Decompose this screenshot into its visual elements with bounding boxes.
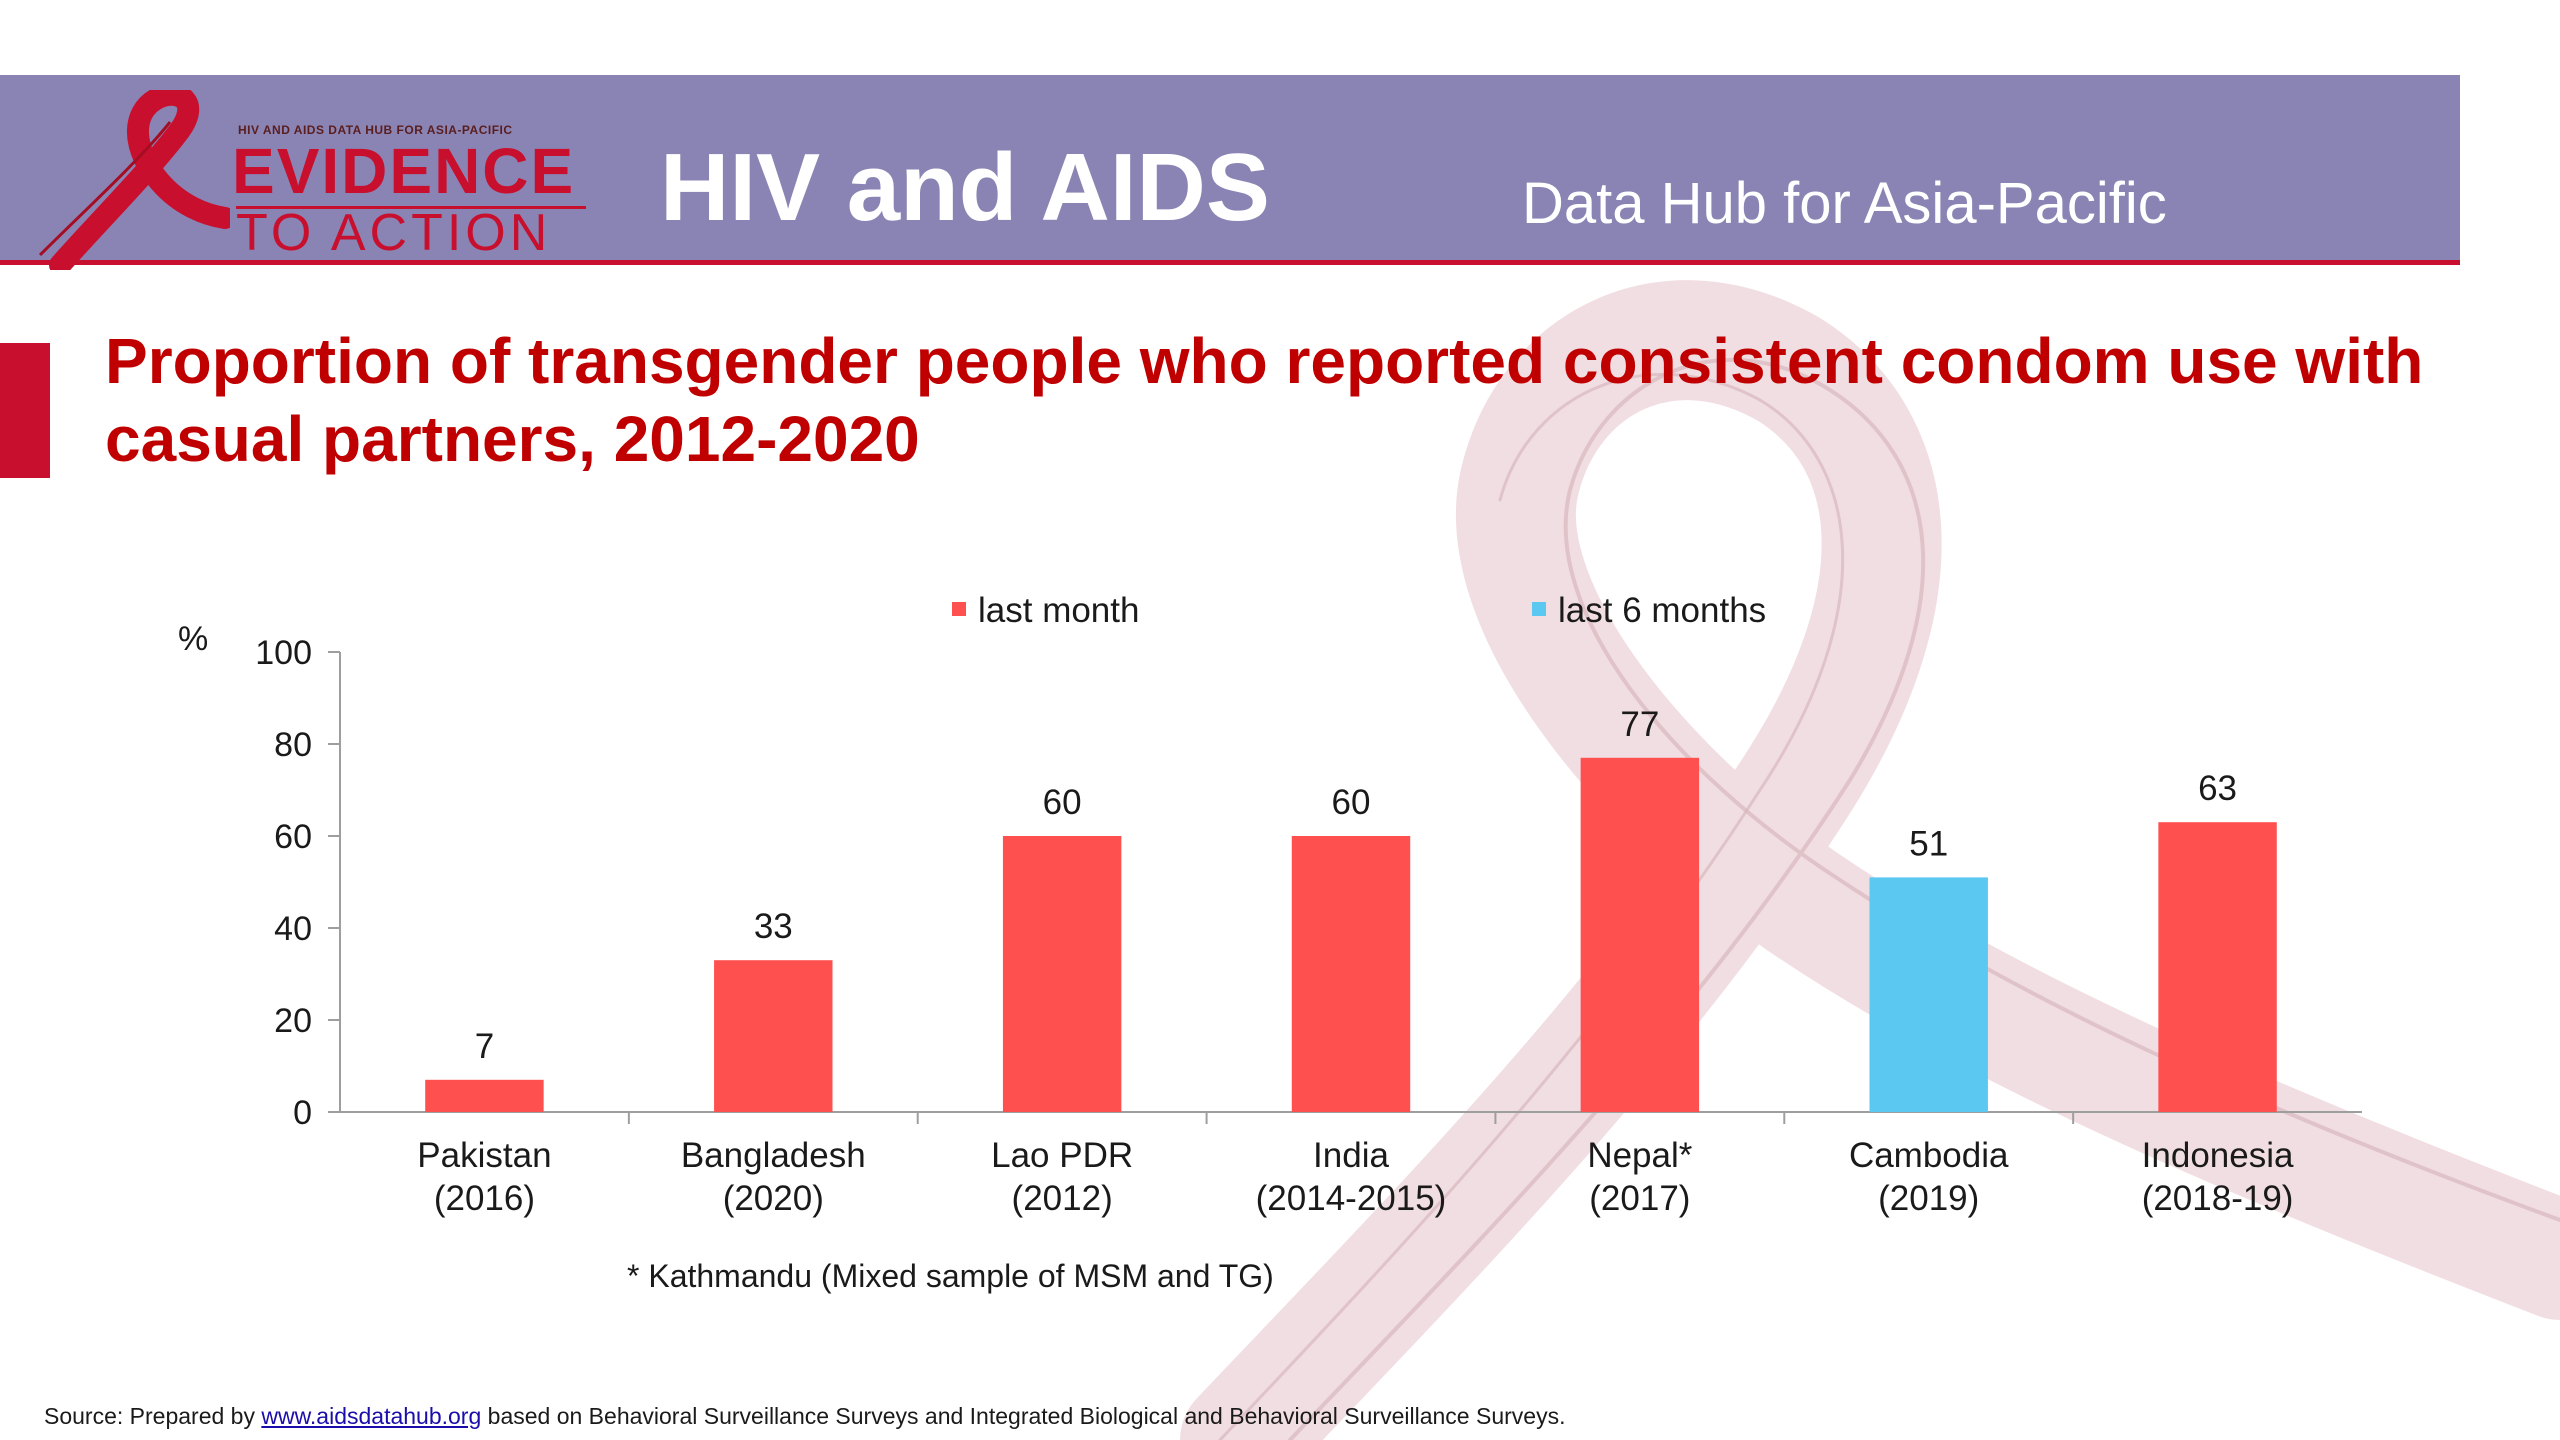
header-subtitle: Data Hub for Asia-Pacific bbox=[1522, 171, 2167, 236]
x-category-label: Pakistan bbox=[417, 1136, 551, 1175]
bar-data-label: 77 bbox=[1620, 705, 1659, 744]
bar-last-month bbox=[1580, 757, 1700, 1112]
x-category-label: Cambodia bbox=[1849, 1136, 2009, 1175]
chart-footnote: * Kathmandu (Mixed sample of MSM and TG) bbox=[627, 1258, 1274, 1294]
y-tick-label: 20 bbox=[274, 1002, 312, 1040]
x-category-label: Lao PDR bbox=[991, 1136, 1133, 1175]
bar-data-label: 60 bbox=[1043, 783, 1082, 822]
evidence-to-action-logo: HIV AND AIDS DATA HUB FOR ASIA-PACIFIC E… bbox=[38, 90, 600, 270]
bar-last-month bbox=[2158, 822, 2277, 1112]
header-title: HIV and AIDS bbox=[660, 134, 1270, 241]
x-category-label: (2014-2015) bbox=[1256, 1179, 1447, 1218]
logo-to-action-text: TO ACTION bbox=[236, 204, 552, 262]
logo-rule bbox=[236, 206, 586, 209]
header-banner: HIV AND AIDS DATA HUB FOR ASIA-PACIFIC E… bbox=[0, 75, 2460, 270]
bar-last-month bbox=[714, 960, 833, 1112]
y-tick-label: 60 bbox=[274, 818, 312, 856]
y-tick-label: 0 bbox=[293, 1094, 312, 1132]
x-category-label: (2018-19) bbox=[2142, 1179, 2294, 1218]
x-category-label: Indonesia bbox=[2142, 1136, 2294, 1175]
slide-title: Proportion of transgender people who rep… bbox=[105, 325, 2424, 475]
source-note: Source: Prepared by www.aidsdatahub.org … bbox=[44, 1403, 1565, 1430]
source-prefix: Source: Prepared by bbox=[44, 1403, 262, 1429]
bar-data-label: 51 bbox=[1909, 824, 1948, 863]
x-category-label: India bbox=[1313, 1136, 1389, 1175]
x-category-label: Nepal* bbox=[1587, 1136, 1692, 1175]
bar-data-label: 33 bbox=[754, 907, 793, 946]
source-suffix: based on Behavioral Surveillance Surveys… bbox=[481, 1403, 1566, 1429]
bar-last-month bbox=[1002, 836, 1122, 1112]
title-accent-bar bbox=[0, 343, 50, 478]
y-tick-label: 40 bbox=[274, 910, 312, 948]
red-ribbon-icon bbox=[38, 90, 230, 270]
bar-last-6-months bbox=[1869, 877, 1988, 1112]
legend-swatch bbox=[952, 602, 966, 616]
bar-last-month bbox=[425, 1079, 544, 1112]
x-category-label: Bangladesh bbox=[681, 1136, 866, 1175]
legend-label: last month bbox=[978, 591, 1139, 630]
bar-data-label: 63 bbox=[2198, 769, 2237, 808]
legend-swatch bbox=[1532, 602, 1546, 616]
y-tick-label: 100 bbox=[255, 634, 312, 672]
y-tick-label: 80 bbox=[274, 726, 312, 764]
x-category-label: (2020) bbox=[723, 1179, 824, 1218]
bar-data-label: 7 bbox=[475, 1027, 494, 1066]
bar-last-month bbox=[1291, 836, 1411, 1112]
source-link[interactable]: www.aidsdatahub.org bbox=[261, 1403, 482, 1429]
legend-label: last 6 months bbox=[1558, 591, 1766, 630]
x-category-label: (2012) bbox=[1012, 1179, 1113, 1218]
x-category-label: (2019) bbox=[1878, 1179, 1979, 1218]
x-category-label: (2017) bbox=[1589, 1179, 1690, 1218]
logo-tagline: HIV AND AIDS DATA HUB FOR ASIA-PACIFIC bbox=[238, 123, 513, 137]
x-category-label: (2016) bbox=[434, 1179, 535, 1218]
bar-data-label: 60 bbox=[1332, 783, 1371, 822]
y-axis-label: % bbox=[178, 620, 208, 658]
logo-evidence-text: EVIDENCE bbox=[232, 135, 576, 207]
